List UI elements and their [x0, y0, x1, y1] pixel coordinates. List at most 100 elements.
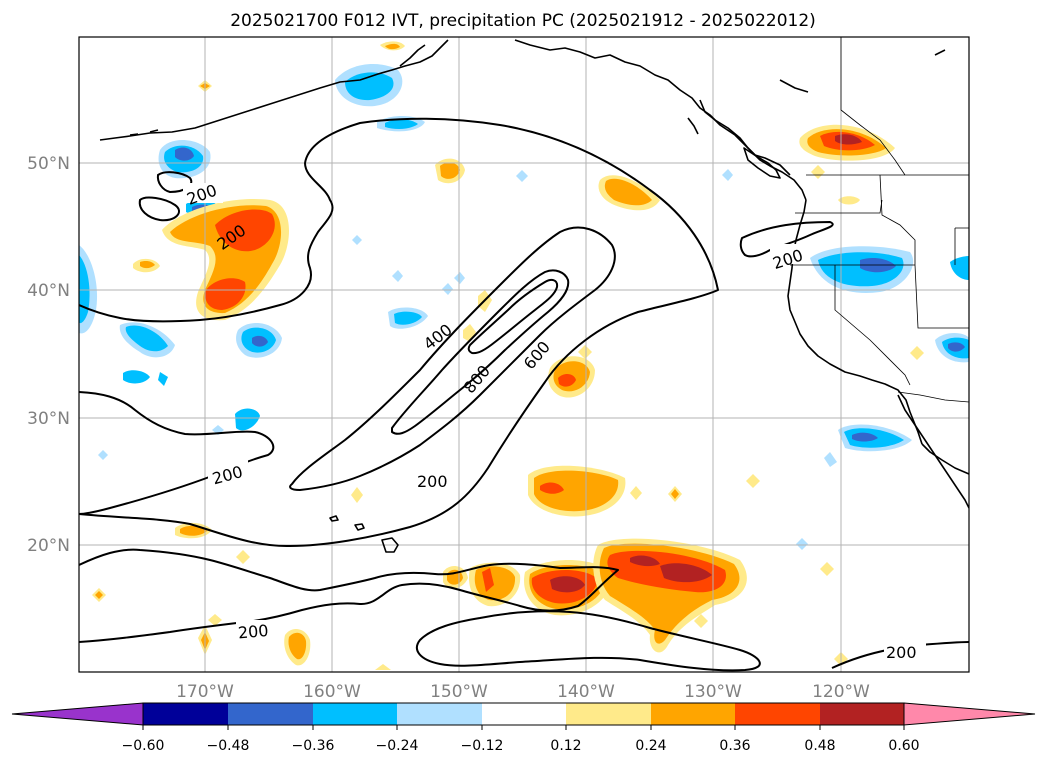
contour-label-bg — [770, 244, 810, 264]
ivt-contour-labels-extra: 200 — [884, 640, 926, 662]
colorbar-ticks — [142, 725, 905, 730]
lat-tick-label: 40°N — [27, 281, 70, 301]
contour-label-bg — [236, 620, 276, 640]
colorbar-extend-min — [11, 702, 144, 726]
colorbar-bin — [566, 703, 651, 725]
lon-tick-label: 130°W — [684, 682, 742, 702]
precip-positive-dot — [820, 562, 834, 576]
precip-positive-dot — [630, 486, 642, 500]
mainland-islet — [934, 49, 946, 56]
map-content: 200 200 200 200 200 200 400 600 800 200 — [79, 37, 969, 672]
precip-positive-area — [604, 178, 652, 206]
precip-positive-area — [385, 43, 400, 50]
colorbar-bin — [651, 703, 735, 725]
precip-positive-area — [180, 525, 207, 536]
contour-label-bg — [884, 640, 926, 660]
lon-tick-label: 170°W — [176, 682, 234, 702]
precip-negative-dot — [722, 169, 733, 181]
lat-tick-label: 50°N — [27, 154, 70, 174]
nevada-utah-border — [914, 264, 969, 329]
precip-positive-area — [630, 555, 660, 567]
lon-tick-labels: 170°W 160°W 150°W 140°W 130°W 120°W — [176, 682, 870, 702]
precip-positive-area — [835, 134, 862, 145]
colorbar: −0.60 −0.48 −0.36 −0.24 −0.12 0.12 0.24 … — [11, 702, 1036, 754]
precip-negative-area — [345, 72, 394, 101]
precip-positive-area — [660, 563, 712, 583]
colorbar-tick-labels: −0.60 −0.48 −0.36 −0.24 −0.12 0.12 0.24 … — [122, 738, 920, 754]
precip-negative-area — [385, 119, 418, 129]
idaho-nevada-border — [879, 174, 916, 265]
hawaii-island — [329, 515, 339, 522]
ivt-contour-200-south — [79, 548, 619, 643]
precip-positive-dot — [746, 474, 760, 488]
queen-charlotte-island — [687, 117, 699, 135]
colorbar-tick-label: 0.12 — [550, 738, 581, 754]
colorbar-tick-label: −0.48 — [207, 738, 250, 754]
precip-positive-area — [463, 324, 476, 342]
ivt-contour-200-lower — [415, 610, 761, 672]
precip-positive-dot — [671, 489, 679, 499]
colorbar-outline — [142, 702, 905, 726]
precip-positive-dot — [95, 591, 103, 599]
ivt-contours — [79, 117, 969, 672]
ivt-contour-200-aleutian2 — [138, 196, 180, 222]
lat-tick-labels: 50°N 40°N 30°N 20°N — [27, 154, 70, 556]
alaska-canada-border — [840, 37, 906, 176]
colorbar-tick-label: −0.24 — [376, 738, 419, 754]
contour-label-bg — [208, 460, 248, 480]
precip-positive-area — [140, 261, 155, 269]
colorbar-bin — [313, 703, 397, 725]
ivt-contour-400 — [289, 226, 616, 491]
precip-positive-dot — [351, 487, 363, 503]
coastlines — [99, 39, 969, 553]
colorbar-extend-max — [903, 702, 1036, 726]
colorbar-tick-label: 0.36 — [719, 738, 750, 754]
borders — [790, 37, 969, 403]
us-mexico-border — [897, 391, 969, 403]
precip-positive-area — [558, 374, 576, 387]
colorbar-tick-label: −0.36 — [292, 738, 335, 754]
precip-negative-dot — [442, 283, 453, 295]
vancouver-island — [743, 147, 781, 179]
precip-positive-area — [540, 482, 564, 494]
precip-positive-dot — [838, 196, 860, 205]
precip-negative-area — [948, 342, 965, 352]
precip-positive-area — [440, 162, 460, 179]
aleutian-island — [149, 129, 159, 133]
precip-negative-dot — [516, 170, 528, 182]
precip-positive-area — [215, 209, 275, 252]
alaska-peninsula-coast — [99, 39, 449, 141]
colorbar-bin — [397, 703, 482, 725]
california-nevada-border — [834, 265, 911, 386]
ivt-contour-200-west — [79, 391, 275, 515]
precip-negative-area — [252, 335, 268, 347]
hawaii-island — [381, 537, 399, 553]
precip-positive-area — [482, 568, 494, 592]
ivt-label: 200 — [886, 643, 917, 662]
precip-positive-dot — [811, 165, 825, 179]
colorbar-tick-label: −0.12 — [461, 738, 504, 754]
lon-tick-label: 160°W — [303, 682, 361, 702]
contour-label-bg — [414, 470, 454, 490]
ivt-label: 200 — [417, 472, 448, 491]
colorbar-bin — [482, 703, 566, 725]
precip-negative-dot — [352, 235, 362, 245]
precip-positive-dot — [694, 614, 708, 628]
colorbar-tick-label: 0.60 — [888, 738, 919, 754]
colorbar-tick-label: −0.60 — [122, 738, 165, 754]
ivt-label: 200 — [237, 621, 269, 643]
precip-negative-area — [394, 311, 422, 325]
precip-positive-dot — [910, 346, 924, 360]
precip-negative-area — [158, 372, 168, 386]
ivt-contour-800 — [467, 278, 559, 355]
precip-negative-dot — [796, 538, 808, 550]
precip-negative-area — [123, 370, 150, 384]
utah-border — [954, 227, 969, 265]
lat-tick-label: 30°N — [27, 409, 70, 429]
precip-negative-area — [175, 147, 194, 161]
lat-tick-label: 20°N — [27, 536, 70, 556]
precip-positive-area — [205, 278, 246, 310]
colorbar-bin — [143, 703, 228, 725]
precip-shading — [79, 41, 969, 670]
